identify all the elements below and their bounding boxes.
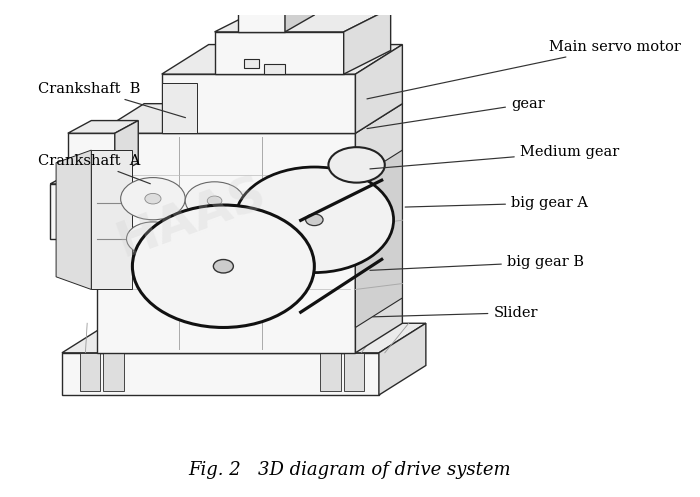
Ellipse shape — [273, 199, 286, 207]
Ellipse shape — [207, 196, 222, 206]
Polygon shape — [265, 64, 285, 74]
Text: HAAS: HAAS — [110, 168, 272, 267]
Polygon shape — [238, 11, 285, 32]
Polygon shape — [356, 150, 402, 328]
Ellipse shape — [127, 222, 179, 255]
Polygon shape — [62, 323, 426, 353]
Text: big gear B: big gear B — [370, 255, 584, 270]
Text: Crankshaft  A: Crankshaft A — [38, 154, 150, 184]
Ellipse shape — [191, 224, 238, 254]
Text: Slider: Slider — [373, 306, 538, 320]
Ellipse shape — [120, 177, 186, 220]
Polygon shape — [97, 104, 402, 133]
Polygon shape — [50, 171, 127, 184]
Ellipse shape — [235, 167, 393, 272]
Polygon shape — [103, 171, 127, 239]
Text: gear: gear — [367, 97, 545, 129]
Polygon shape — [162, 45, 402, 74]
Text: Crankshaft  B: Crankshaft B — [38, 82, 186, 118]
Polygon shape — [80, 353, 100, 391]
Polygon shape — [162, 74, 356, 133]
Polygon shape — [56, 150, 91, 289]
Ellipse shape — [209, 235, 220, 243]
Ellipse shape — [145, 193, 161, 204]
Polygon shape — [285, 0, 314, 32]
Polygon shape — [320, 353, 341, 391]
Ellipse shape — [214, 259, 233, 273]
Polygon shape — [91, 150, 132, 289]
Polygon shape — [115, 121, 139, 175]
Ellipse shape — [255, 187, 304, 219]
Ellipse shape — [186, 182, 244, 220]
Polygon shape — [68, 121, 139, 133]
Text: Medium gear: Medium gear — [370, 145, 619, 169]
Polygon shape — [215, 8, 391, 32]
Ellipse shape — [306, 214, 323, 226]
Text: big gear A: big gear A — [405, 196, 588, 210]
Ellipse shape — [132, 205, 314, 328]
Polygon shape — [238, 0, 314, 11]
Polygon shape — [97, 133, 356, 353]
Ellipse shape — [146, 235, 160, 243]
Polygon shape — [344, 353, 364, 391]
Polygon shape — [103, 353, 124, 391]
Text: Fig. 2   3D diagram of drive system: Fig. 2 3D diagram of drive system — [189, 461, 511, 479]
Polygon shape — [62, 353, 379, 395]
Polygon shape — [162, 83, 197, 133]
Polygon shape — [344, 8, 391, 74]
Polygon shape — [244, 59, 258, 68]
Polygon shape — [215, 32, 344, 74]
Polygon shape — [356, 104, 402, 353]
Polygon shape — [68, 133, 115, 175]
Polygon shape — [50, 184, 103, 239]
Ellipse shape — [328, 147, 385, 182]
Polygon shape — [356, 45, 402, 133]
Text: Main servo motor: Main servo motor — [367, 40, 681, 99]
Polygon shape — [379, 323, 426, 395]
